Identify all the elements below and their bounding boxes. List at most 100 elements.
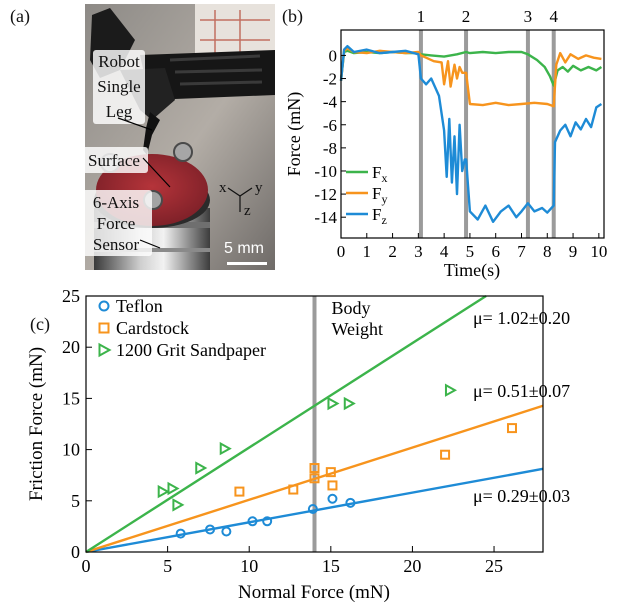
photo-label-single: Single <box>97 77 140 96</box>
data-point-circle <box>345 497 356 508</box>
data-point-circle <box>221 526 232 537</box>
data-point-circle <box>327 493 338 504</box>
y-tick-label: 0 <box>71 542 80 562</box>
panel-label-b: (b) <box>282 6 303 27</box>
scale-bar-label: 5 mm <box>224 240 264 257</box>
y-tick-label: 15 <box>62 388 80 408</box>
legend-label-fz: Fz <box>372 205 387 227</box>
legend-marker-circle <box>98 300 110 312</box>
x-tick-label: 10 <box>590 242 607 261</box>
surface-leader <box>142 157 171 188</box>
leg-leader <box>117 117 153 131</box>
legend-label-fx: Fx <box>372 163 387 185</box>
y-tick-label: -6 <box>323 116 337 135</box>
y-tick-label: 10 <box>62 440 80 460</box>
data-point-circle <box>175 528 186 539</box>
photo-text-halos <box>82 50 152 256</box>
series-line-fz <box>339 45 603 223</box>
chart-c-xlabel: Normal Force (mN) <box>238 582 390 603</box>
data-point-circle <box>262 516 273 527</box>
screw-2 <box>173 142 193 162</box>
chart-b-ylabel: Force (mN) <box>284 92 305 176</box>
y-tick-label: -4 <box>323 93 338 112</box>
y-tick-label: 20 <box>62 337 80 357</box>
force-series-lines <box>339 45 603 223</box>
data-point-square <box>234 486 245 497</box>
y-tick-label: -8 <box>323 139 337 158</box>
x-tick-label: 9 <box>569 242 578 261</box>
event-marker-label-2: 2 <box>462 7 471 26</box>
fit-lines <box>85 294 544 554</box>
data-point-circle <box>247 516 258 527</box>
panel-label-c: (c) <box>30 314 50 335</box>
data-point-triangle <box>167 481 180 496</box>
legend-marker-square <box>98 322 110 334</box>
legend-label-square: Cardstock <box>116 318 189 338</box>
chart-b-frame <box>340 29 605 239</box>
y-tick-label: 25 <box>62 286 80 306</box>
event-marker-label-4: 4 <box>549 7 558 26</box>
chart-c-frame <box>85 295 544 553</box>
data-point-square <box>288 484 299 495</box>
x-tick-label: 6 <box>491 242 500 261</box>
chart-c-ylabel: Friction Force (mN) <box>26 347 47 501</box>
fit-line-circle <box>85 467 544 554</box>
x-tick-label: 20 <box>403 556 421 576</box>
photo-label-6axis: 6-Axis <box>93 193 139 212</box>
data-point-square <box>327 480 338 491</box>
data-point-square <box>506 423 517 434</box>
mu-labels: μ= 0.29±0.03 μ= 0.51±0.07 μ= 1.02±0.20 <box>473 308 570 506</box>
chart-b-xlabel: Time(s) <box>444 260 500 281</box>
data-point-circle <box>307 503 318 514</box>
y-tick-label: -14 <box>314 208 337 227</box>
photo-label-robot: Robot <box>98 52 140 71</box>
data-point-square <box>309 463 320 474</box>
x-tick-label: 2 <box>388 242 397 261</box>
x-tick-label: 8 <box>543 242 552 261</box>
mu-label-circle: μ= 0.29±0.03 <box>473 486 570 506</box>
y-tick-label: 5 <box>71 491 80 511</box>
fit-line-triangle <box>85 294 487 554</box>
photo-label-leg: Leg <box>106 102 133 121</box>
axis-x-label: x <box>219 180 227 196</box>
y-tick-label: -12 <box>314 185 337 204</box>
mu-label-triangle: μ= 1.02±0.20 <box>473 308 570 328</box>
x-tick-label: 0 <box>337 242 346 261</box>
data-point-circle <box>205 524 216 535</box>
data-point-square <box>309 473 320 484</box>
body-weight-label: Weight <box>332 319 384 339</box>
data-point-triangle <box>219 441 232 456</box>
chart-c-ticks: 0 5 10 15 20 25 0 5 10 15 20 25 <box>62 286 503 576</box>
data-point-triangle <box>327 396 340 411</box>
axis-y-label: y <box>255 180 263 196</box>
fit-line-square <box>85 404 544 554</box>
y-tick-label: -2 <box>323 70 337 89</box>
data-point-triangle <box>343 396 356 411</box>
event-marker-label-1: 1 <box>417 7 426 26</box>
legend-label-triangle: 1200 Grit Sandpaper <box>116 340 266 360</box>
photo-label-sensor: Sensor <box>93 235 140 254</box>
data-point-triangle <box>172 498 185 512</box>
scatter-points <box>157 383 517 539</box>
axis-z-label: z <box>244 203 251 219</box>
data-point-square <box>440 449 451 460</box>
chart-b-ticks: 0 1 2 3 4 5 6 7 8 9 100-2-4-6-8-10-12-14 <box>314 46 607 261</box>
y-tick-label: -10 <box>314 162 337 181</box>
data-point-square <box>325 467 336 478</box>
legend-marker-triangle <box>98 342 112 358</box>
photo-label-force: Force <box>97 214 136 233</box>
x-tick-label: 10 <box>240 556 258 576</box>
x-tick-label: 3 <box>414 242 423 261</box>
event-marker-label-3: 3 <box>524 7 533 26</box>
legend-label-fy: Fy <box>372 184 387 206</box>
photo-label-surface: Surface <box>88 151 140 170</box>
x-tick-label: 0 <box>82 556 91 576</box>
sensor-leader <box>139 239 161 249</box>
mu-label-square: μ= 0.51±0.07 <box>473 381 570 401</box>
x-tick-label: 15 <box>322 556 340 576</box>
